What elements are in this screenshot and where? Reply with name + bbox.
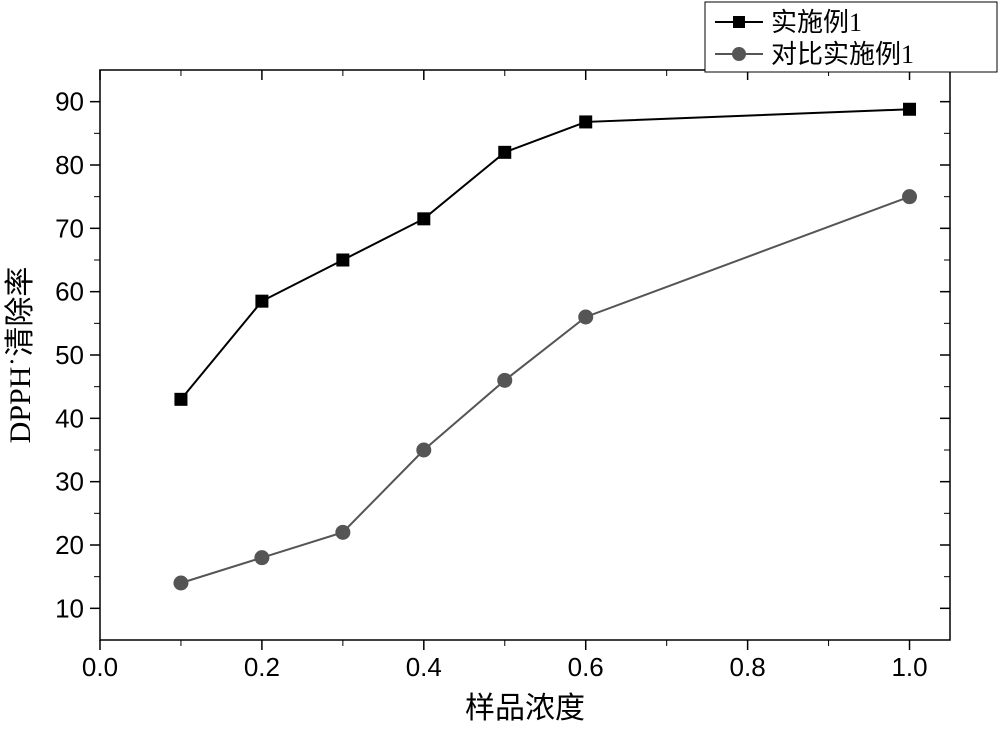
marker-square [175, 393, 187, 405]
chart-svg: 0.0 0.2 0.4 0.6 0.8 1.0 10 20 30 40 50 60 70 80 90 样品浓度… [0, 0, 1000, 736]
x-tick-label: 0.0 [82, 652, 118, 682]
marker-square [256, 295, 268, 307]
marker-square [904, 103, 916, 115]
series-line-0 [181, 109, 910, 399]
y-tick-label: 40 [55, 403, 84, 433]
y-tick-label: 30 [55, 467, 84, 497]
y-axis-title: DPPH˙清除率 [4, 267, 37, 444]
marker-square [337, 254, 349, 266]
series-line-1 [181, 197, 910, 583]
x-tick-label: 0.8 [730, 652, 766, 682]
y-tick-label: 10 [55, 593, 84, 623]
x-tick-label: 1.0 [891, 652, 927, 682]
marker-circle [417, 443, 431, 457]
y-tick-label: 70 [55, 213, 84, 243]
y-tick-label: 20 [55, 530, 84, 560]
x-axis-title: 样品浓度 [465, 692, 585, 725]
x-tick-label: 0.4 [406, 652, 442, 682]
marker-circle [903, 190, 917, 204]
marker-circle [498, 373, 512, 387]
marker-circle [174, 576, 188, 590]
y-tick-label: 80 [55, 150, 84, 180]
marker-circle [336, 525, 350, 539]
y-tick-label: 50 [55, 340, 84, 370]
marker-circle [579, 310, 593, 324]
legend-marker-square [733, 16, 745, 28]
marker-circle [255, 551, 269, 565]
chart-container: 0.0 0.2 0.4 0.6 0.8 1.0 10 20 30 40 50 60 70 80 90 样品浓度… [0, 0, 1000, 736]
y-tick-label: 60 [55, 277, 84, 307]
legend-label: 实施例1 [771, 8, 862, 37]
x-tick-label: 0.6 [568, 652, 604, 682]
marker-square [418, 213, 430, 225]
legend-marker-circle [732, 47, 746, 61]
marker-square [580, 116, 592, 128]
plot-frame [100, 70, 950, 640]
x-tick-label: 0.2 [244, 652, 280, 682]
legend-label: 对比实施例1 [771, 40, 914, 69]
marker-square [499, 146, 511, 158]
y-tick-label: 90 [55, 87, 84, 117]
